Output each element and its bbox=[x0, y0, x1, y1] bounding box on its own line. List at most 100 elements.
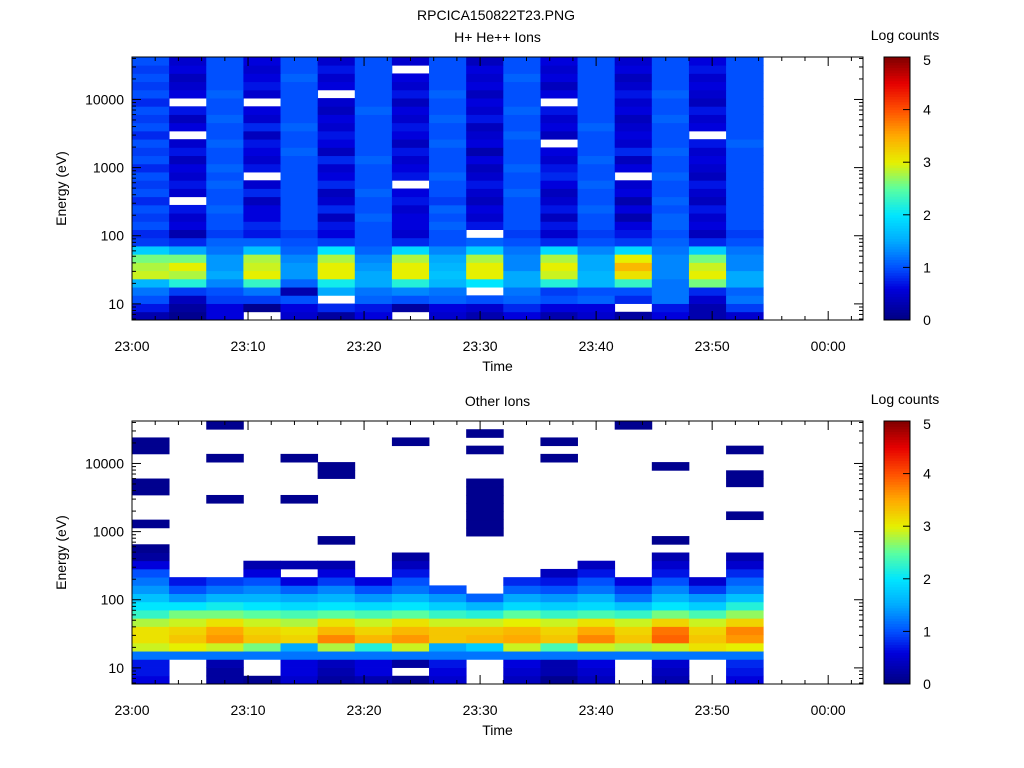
heatmap-cell bbox=[429, 196, 467, 206]
colorbar-segment bbox=[884, 159, 910, 163]
heatmap-cell bbox=[243, 122, 281, 132]
heatmap-cell bbox=[614, 254, 653, 263]
y-tick-label: 100 bbox=[101, 592, 125, 608]
heatmap-cell bbox=[726, 278, 764, 288]
colorbar-segment bbox=[884, 193, 910, 197]
heatmap-cell bbox=[132, 486, 170, 496]
heatmap-cell bbox=[391, 651, 430, 660]
heatmap-cell bbox=[391, 262, 430, 272]
heatmap-cell bbox=[614, 180, 653, 189]
colorbar-segment bbox=[884, 607, 910, 611]
heatmap-cell bbox=[577, 303, 616, 313]
heatmap-cell bbox=[726, 188, 764, 198]
heatmap-cell bbox=[132, 287, 170, 296]
heatmap-cell bbox=[651, 262, 690, 272]
heatmap-cell bbox=[726, 229, 764, 239]
heatmap-cell bbox=[206, 98, 244, 107]
heatmap-cell bbox=[317, 188, 356, 198]
heatmap-cell bbox=[540, 254, 578, 263]
heatmap-cell bbox=[614, 196, 653, 206]
colorbar-segment bbox=[884, 470, 910, 475]
heatmap-cell bbox=[651, 114, 690, 124]
heatmap-cell bbox=[391, 437, 430, 447]
colorbar-segment bbox=[884, 597, 910, 601]
heatmap-cell bbox=[243, 57, 281, 66]
heatmap-cell bbox=[540, 303, 578, 313]
heatmap-cell bbox=[726, 577, 764, 586]
heatmap-cell bbox=[243, 254, 281, 263]
colorbar-segment bbox=[884, 149, 910, 153]
colorbar-segment bbox=[884, 130, 910, 134]
heatmap-cell bbox=[169, 57, 207, 66]
colorbar-segment bbox=[884, 212, 910, 216]
heatmap-cell bbox=[280, 139, 319, 148]
heatmap-cell bbox=[206, 172, 244, 181]
heatmap-cell bbox=[132, 278, 170, 288]
heatmap-cell bbox=[132, 155, 170, 165]
x-tick-label: 00:00 bbox=[811, 702, 846, 718]
colorbar-tick-label: 0 bbox=[923, 676, 931, 692]
heatmap-cell bbox=[132, 478, 170, 488]
heatmap-cell bbox=[243, 237, 281, 247]
heatmap-cell bbox=[243, 155, 281, 165]
heatmap-cell bbox=[651, 172, 690, 181]
heatmap-cell bbox=[317, 270, 356, 280]
x-tick-label: 23:30 bbox=[463, 702, 498, 718]
heatmap-cell bbox=[466, 618, 504, 627]
heatmap-cell bbox=[169, 73, 207, 83]
heatmap-cell bbox=[614, 262, 653, 272]
colorbar-segment bbox=[884, 602, 910, 606]
heatmap-cell bbox=[243, 287, 281, 296]
colorbar-segment bbox=[884, 507, 910, 511]
heatmap-cell bbox=[688, 57, 727, 66]
heatmap-cell bbox=[317, 577, 356, 586]
heatmap-cell bbox=[206, 610, 244, 619]
heatmap-cell bbox=[726, 552, 764, 562]
colorbar-segment bbox=[884, 59, 910, 63]
heatmap-cell bbox=[651, 536, 690, 545]
heatmap-cell bbox=[243, 585, 281, 594]
colorbar-segment bbox=[884, 143, 910, 147]
heatmap-cell bbox=[651, 634, 690, 644]
heatmap-cell bbox=[429, 642, 467, 652]
heatmap-cell bbox=[243, 634, 281, 644]
heatmap-cell bbox=[503, 593, 541, 603]
colorbar-segment bbox=[884, 227, 910, 232]
heatmap-cell bbox=[243, 89, 281, 99]
heatmap-cell bbox=[429, 106, 467, 115]
colorbar-segment bbox=[884, 610, 910, 614]
heatmap-cell bbox=[688, 81, 727, 91]
heatmap-cell bbox=[614, 81, 653, 91]
heatmap-cell bbox=[540, 81, 578, 91]
heatmap-cell bbox=[317, 106, 356, 115]
heatmap-cell bbox=[132, 213, 170, 222]
heatmap-cell bbox=[317, 114, 356, 124]
colorbar-segment bbox=[884, 505, 910, 509]
heatmap-cell bbox=[503, 188, 541, 198]
heatmap-cell bbox=[206, 254, 244, 263]
colorbar-segment bbox=[884, 64, 910, 69]
colorbar-segment bbox=[884, 196, 910, 200]
heatmap-cell bbox=[614, 213, 653, 222]
heatmap-cell bbox=[540, 262, 578, 272]
heatmap-cell bbox=[466, 237, 504, 247]
colorbar-segment bbox=[884, 162, 910, 166]
heatmap-cell bbox=[429, 675, 467, 685]
heatmap-cell bbox=[280, 221, 319, 230]
heatmap-cell bbox=[354, 106, 393, 115]
heatmap-cell bbox=[614, 651, 653, 660]
colorbar-segment bbox=[884, 591, 910, 596]
heatmap-cell bbox=[243, 180, 281, 189]
colorbar-segment bbox=[884, 460, 910, 464]
heatmap-cell bbox=[169, 163, 207, 173]
heatmap-cell bbox=[391, 618, 430, 627]
colorbar-segment bbox=[884, 314, 910, 318]
colorbar-tick-label: 0 bbox=[923, 312, 931, 328]
heatmap-cell bbox=[317, 81, 356, 91]
heatmap-cell bbox=[206, 278, 244, 288]
heatmap-cell bbox=[317, 593, 356, 603]
heatmap-cell bbox=[354, 196, 393, 206]
heatmap-cell bbox=[132, 106, 170, 115]
heatmap-cell bbox=[540, 180, 578, 189]
